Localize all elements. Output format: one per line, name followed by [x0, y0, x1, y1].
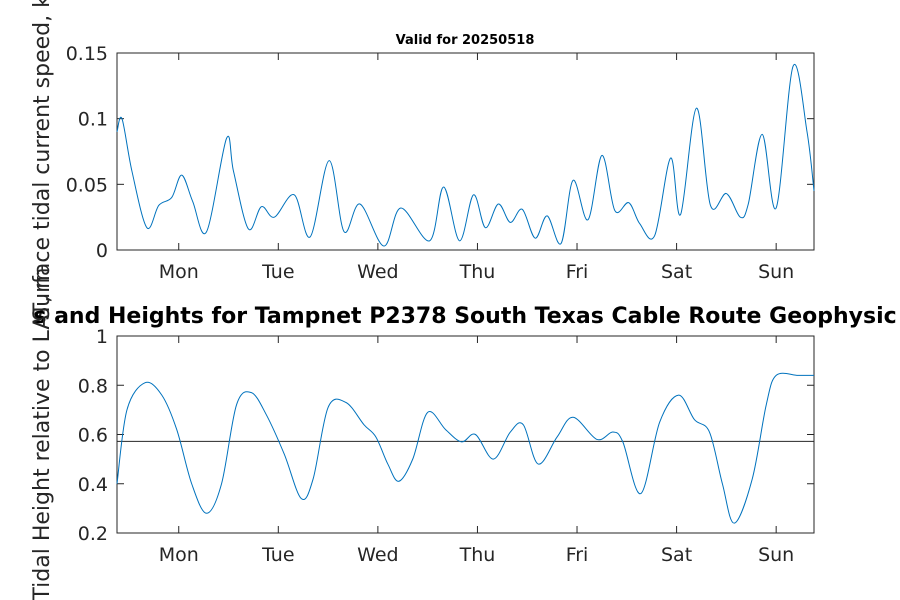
bottom-y-axis-label: Tidal Height relative to LAT, m — [30, 267, 55, 600]
top-x-tick-label: Tue — [261, 261, 294, 283]
bottom-x-tick-label: Mon — [159, 544, 199, 566]
top-x-tick-label: Wed — [357, 261, 398, 283]
top-y-tick-label: 0.1 — [78, 109, 108, 131]
bottom-x-tick-label: Fri — [566, 544, 589, 566]
bottom-x-tick-label: Sat — [661, 544, 692, 566]
top-x-ticks: Mon Tue Wed Thu Fri Sat Sun — [159, 53, 794, 283]
top-x-tick-label: Sun — [758, 261, 794, 283]
bottom-y-ticks: 0.2 0.4 0.6 0.8 1 — [78, 326, 814, 545]
bottom-x-tick-label: Sun — [758, 544, 794, 566]
top-y-tick-label: 0.15 — [66, 43, 108, 65]
bottom-y-tick-label: 0.4 — [78, 474, 108, 496]
bottom-x-ticks: Mon Tue Wed Thu Fri Sat Sun — [159, 336, 794, 566]
top-series-line — [116, 63, 815, 247]
top-y-axis-label: Surface tidal current speed, kn — [30, 0, 55, 321]
bottom-x-tick-label: Thu — [459, 544, 496, 566]
bottom-panel: s and Heights for Tampnet P2378 South Te… — [30, 267, 897, 600]
top-y-tick-label: 0.05 — [66, 174, 108, 196]
top-x-tick-label: Fri — [566, 261, 589, 283]
top-x-tick-label: Sat — [661, 261, 692, 283]
top-panel: Valid for 20250518 Surface tidal current… — [30, 0, 815, 321]
top-y-ticks: 0 0.05 0.1 0.15 — [66, 43, 814, 262]
bottom-y-tick-label: 0.6 — [78, 425, 108, 447]
top-x-tick-label: Thu — [459, 261, 496, 283]
bottom-y-tick-label: 0.8 — [78, 375, 108, 397]
bottom-y-tick-label: 0.2 — [78, 523, 108, 545]
top-x-tick-label: Mon — [159, 261, 199, 283]
top-y-tick-label: 0 — [96, 240, 108, 262]
top-chart-title: Valid for 20250518 — [396, 33, 535, 48]
bottom-plot-frame — [116, 335, 815, 534]
bottom-x-tick-label: Wed — [357, 544, 398, 566]
bottom-y-tick-label: 1 — [96, 326, 108, 348]
bottom-series-line — [116, 372, 814, 524]
bottom-chart-title: s and Heights for Tampnet P2378 South Te… — [33, 304, 896, 329]
top-plot-frame — [116, 52, 815, 251]
bottom-x-tick-label: Tue — [261, 544, 294, 566]
